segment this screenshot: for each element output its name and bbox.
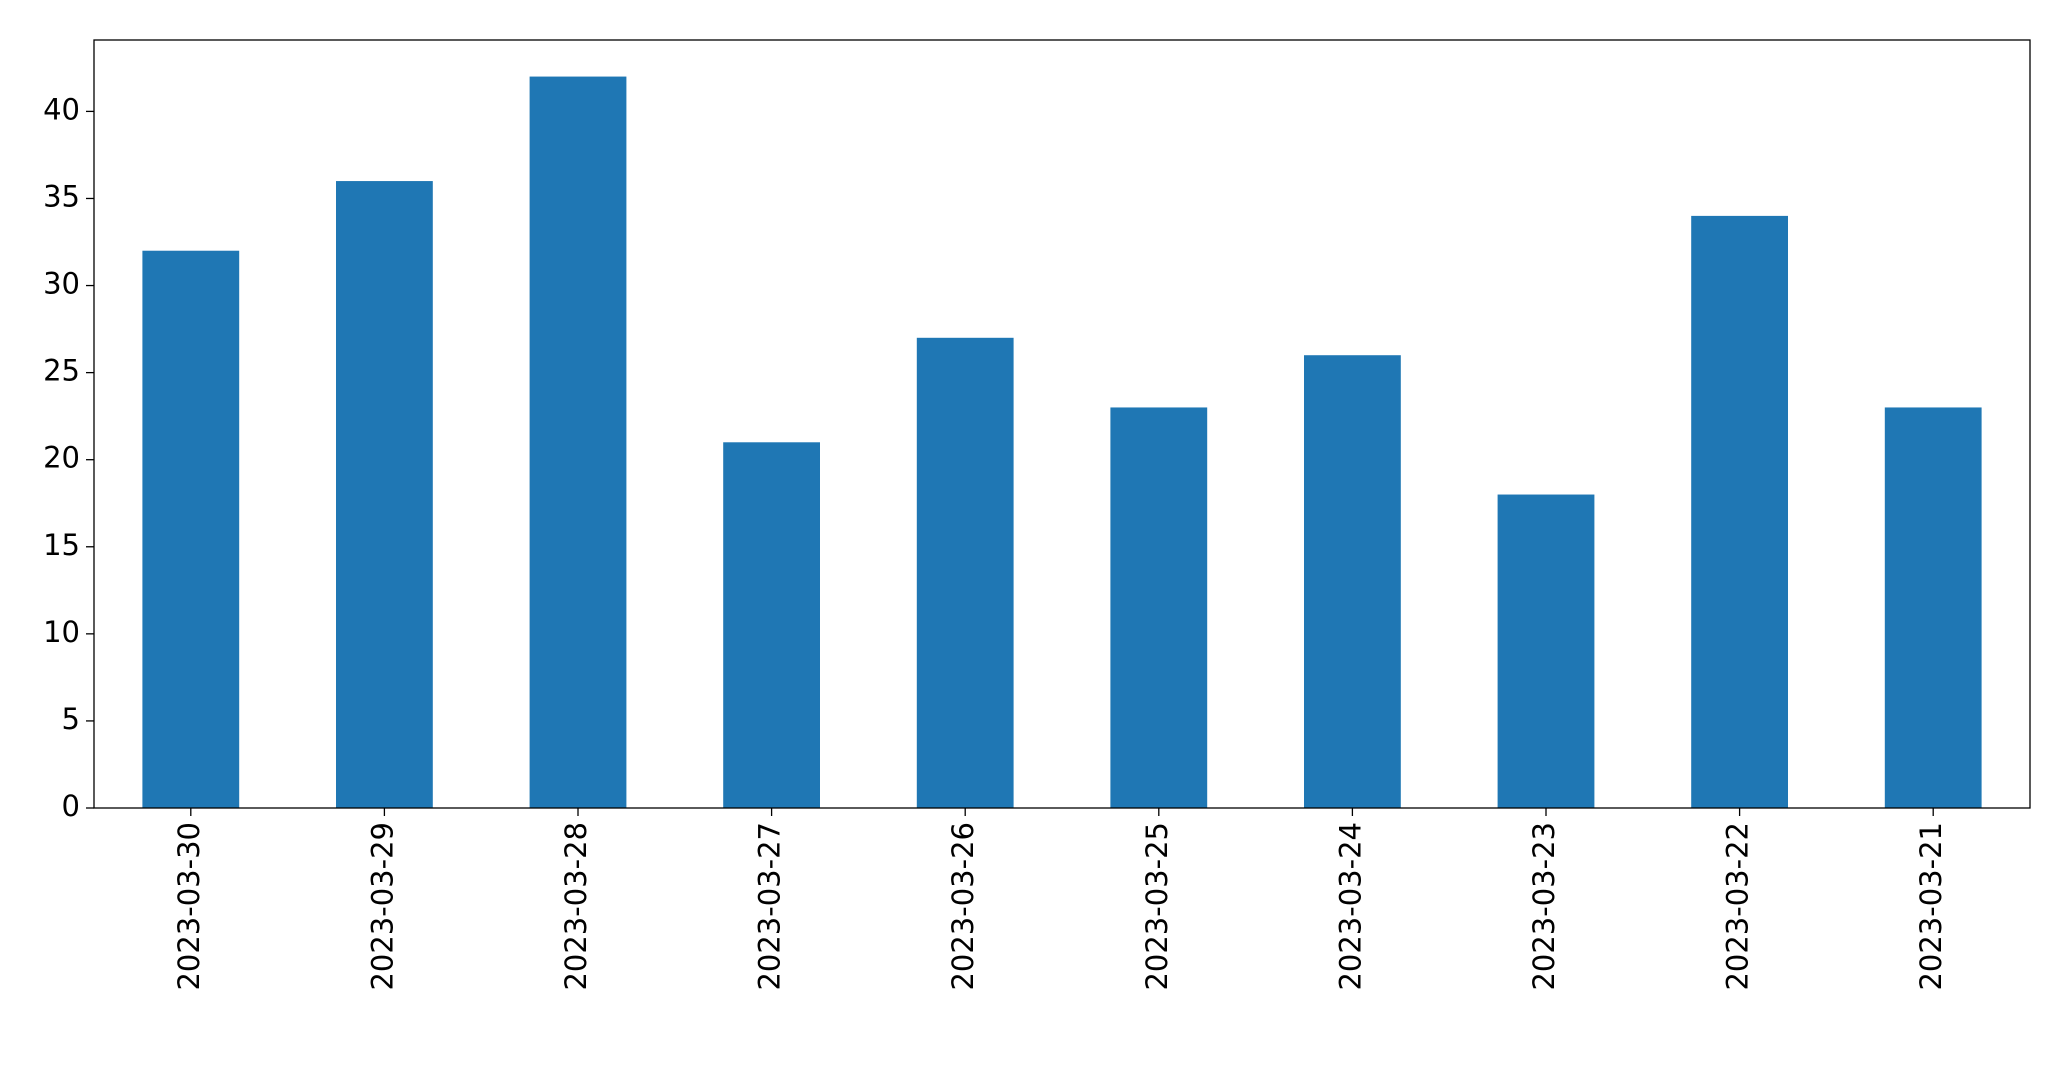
- x-tick-label: 2023-03-24: [1333, 822, 1367, 991]
- bar: [723, 442, 820, 808]
- bar: [1304, 355, 1401, 808]
- y-tick-label: 0: [62, 789, 80, 823]
- x-tick-label: 2023-03-26: [946, 822, 980, 991]
- plot-frame: [93, 39, 2031, 809]
- y-tick-label: 30: [43, 267, 80, 301]
- bar: [916, 337, 1014, 808]
- y-tick-label: 40: [43, 92, 80, 126]
- y-tick-label: 15: [43, 528, 80, 562]
- bar: [1884, 407, 1982, 808]
- y-tick-label: 35: [43, 179, 80, 213]
- y-tick-label: 10: [43, 615, 80, 649]
- x-tick-label: 2023-03-30: [172, 822, 206, 991]
- bar: [1691, 215, 1788, 808]
- bar: [336, 181, 433, 808]
- bar: [1110, 407, 1208, 808]
- y-tick-label: 25: [43, 354, 80, 388]
- bar: [142, 250, 240, 809]
- y-tick-label: 5: [62, 702, 80, 736]
- x-tick-label: 2023-03-22: [1721, 822, 1755, 991]
- x-tick-label: 2023-03-25: [1140, 822, 1174, 991]
- x-tick-label: 2023-03-28: [559, 822, 593, 991]
- x-tick-label: 2023-03-29: [365, 822, 399, 991]
- bar: [1497, 494, 1595, 808]
- y-tick-label: 20: [43, 441, 80, 475]
- bar: [529, 76, 627, 809]
- x-tick-label: 2023-03-23: [1527, 822, 1561, 991]
- x-tick-label: 2023-03-21: [1914, 822, 1948, 991]
- x-tick-label: 2023-03-27: [753, 822, 787, 991]
